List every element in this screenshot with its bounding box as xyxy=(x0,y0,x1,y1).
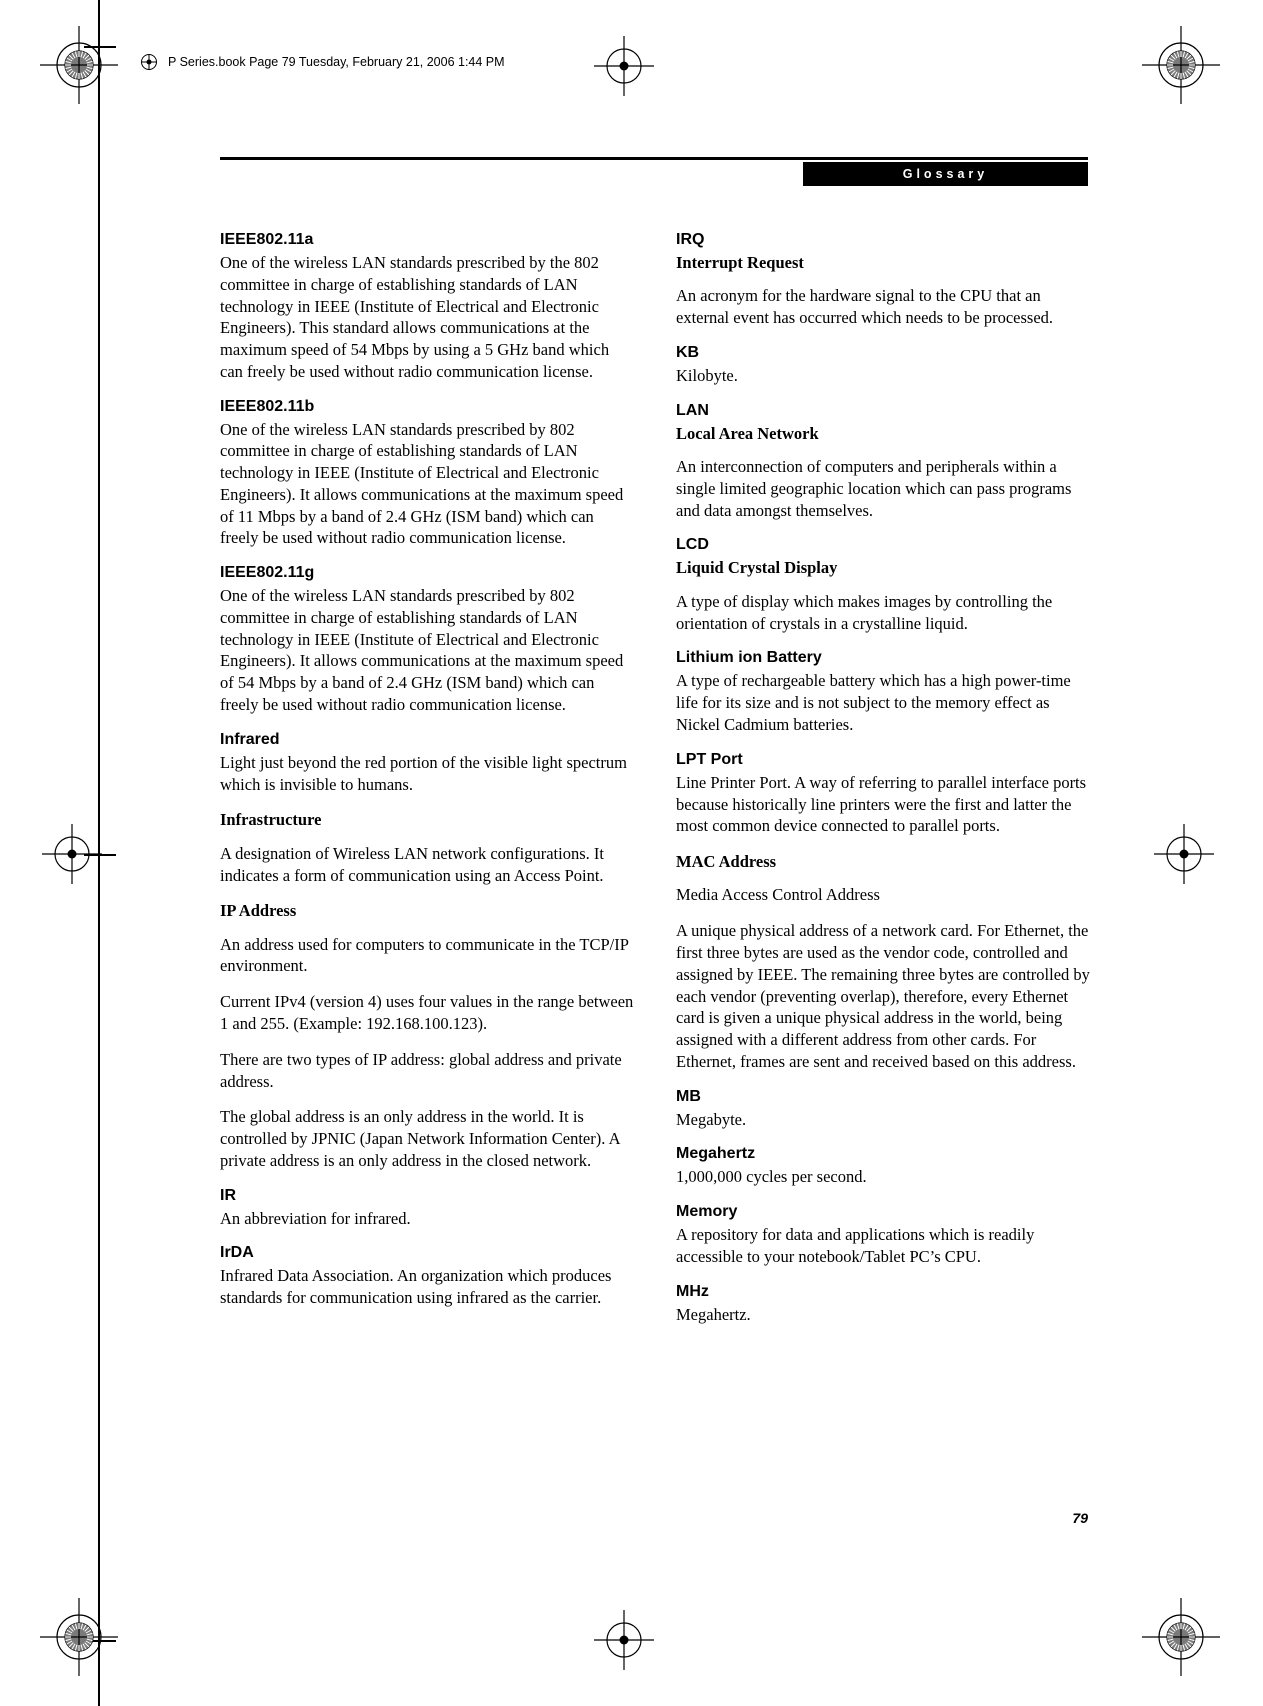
glossary-subhead: Local Area Network xyxy=(676,423,1090,444)
glossary-definition: Light just beyond the red portion of the… xyxy=(220,752,634,796)
glossary-paragraph: There are two types of IP address: globa… xyxy=(220,1049,634,1093)
glossary-paragraph: A type of display which makes images by … xyxy=(676,591,1090,635)
reg-mark-br xyxy=(1142,1598,1220,1676)
glossary-term: Lithium ion Battery xyxy=(676,648,1090,668)
glossary-paragraph: The global address is an only address in… xyxy=(220,1106,634,1171)
glossary-paragraph: An address used for computers to communi… xyxy=(220,934,634,978)
glossary-paragraph: An acronym for the hardware signal to th… xyxy=(676,285,1090,329)
glossary-paragraph: A designation of Wireless LAN network co… xyxy=(220,843,634,887)
glossary-definition: One of the wireless LAN standards prescr… xyxy=(220,252,634,383)
glossary-term: IRQ xyxy=(676,230,1090,250)
glossary-definition: Infrared Data Association. An organizati… xyxy=(220,1265,634,1309)
glossary-term: LAN xyxy=(676,401,1090,421)
glossary-paragraph: Media Access Control Address xyxy=(676,884,1090,906)
crosshair-left xyxy=(42,824,102,884)
glossary-term: Memory xyxy=(676,1202,1090,1222)
glossary-term: IrDA xyxy=(220,1243,634,1263)
crosshair-bottom xyxy=(594,1610,654,1670)
glossary-definition: Megahertz. xyxy=(676,1304,1090,1326)
page-divider xyxy=(220,157,1088,160)
glossary-definition: One of the wireless LAN standards prescr… xyxy=(220,585,634,716)
glossary-subhead: Infrastructure xyxy=(220,809,634,830)
glossary-definition: Line Printer Port. A way of referring to… xyxy=(676,772,1090,837)
glossary-term: MB xyxy=(676,1087,1090,1107)
glossary-term: IEEE802.11g xyxy=(220,563,634,583)
column-left: IEEE802.11aOne of the wireless LAN stand… xyxy=(220,230,634,1325)
glossary-term: IR xyxy=(220,1186,634,1206)
glossary-subhead: Interrupt Request xyxy=(676,252,1090,273)
glossary-paragraph: Current IPv4 (version 4) uses four value… xyxy=(220,991,634,1035)
section-badge: Glossary xyxy=(803,162,1088,186)
glossary-definition: 1,000,000 cycles per second. xyxy=(676,1166,1090,1188)
glossary-subhead: Liquid Crystal Display xyxy=(676,557,1090,578)
reg-mark-tl xyxy=(40,26,118,104)
glossary-term: KB xyxy=(676,343,1090,363)
glossary-definition: A type of rechargeable battery which has… xyxy=(676,670,1090,735)
glossary-paragraph: A unique physical address of a network c… xyxy=(676,920,1090,1072)
reg-mark-bl xyxy=(40,1598,118,1676)
crosshair-right xyxy=(1154,824,1214,884)
book-icon xyxy=(140,53,158,71)
glossary-subhead: IP Address xyxy=(220,900,634,921)
glossary-subhead: MAC Address xyxy=(676,851,1090,872)
glossary-term: MHz xyxy=(676,1282,1090,1302)
glossary-definition: Kilobyte. xyxy=(676,365,1090,387)
content-columns: IEEE802.11aOne of the wireless LAN stand… xyxy=(220,230,1090,1325)
glossary-term: Infrared xyxy=(220,730,634,750)
glossary-definition: One of the wireless LAN standards prescr… xyxy=(220,419,634,550)
crosshair-top xyxy=(594,36,654,96)
page-header-text: P Series.book Page 79 Tuesday, February … xyxy=(168,55,505,69)
column-right: IRQInterrupt Request An acronym for the h… xyxy=(676,230,1090,1325)
reg-mark-tr xyxy=(1142,26,1220,104)
glossary-paragraph: An interconnection of computers and peri… xyxy=(676,456,1090,521)
glossary-term: Megahertz xyxy=(676,1144,1090,1164)
glossary-term: LCD xyxy=(676,535,1090,555)
glossary-definition: A repository for data and applications w… xyxy=(676,1224,1090,1268)
glossary-definition: Megabyte. xyxy=(676,1109,1090,1131)
page-number: 79 xyxy=(1072,1510,1088,1526)
glossary-term: IEEE802.11b xyxy=(220,397,634,417)
glossary-definition: An abbreviation for infrared. xyxy=(220,1208,634,1230)
page-header: P Series.book Page 79 Tuesday, February … xyxy=(140,53,505,71)
glossary-term: LPT Port xyxy=(676,750,1090,770)
glossary-term: IEEE802.11a xyxy=(220,230,634,250)
